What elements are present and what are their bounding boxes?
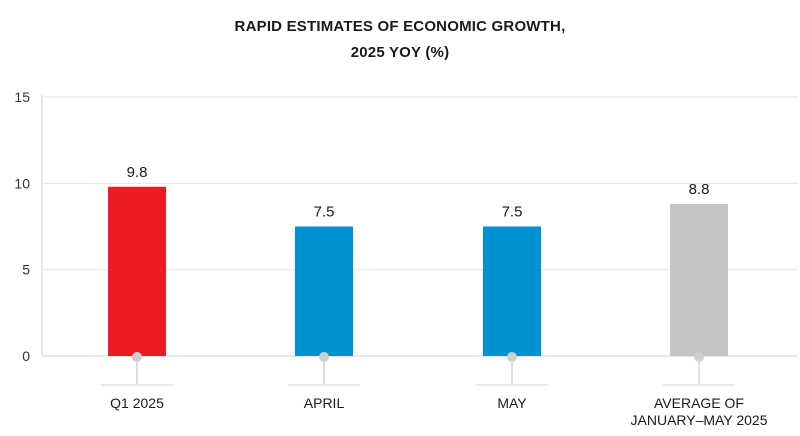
bar [295, 226, 353, 356]
data-label: 9.8 [127, 164, 148, 181]
chart-title: RAPID ESTIMATES OF ECONOMIC GROWTH, 2025… [0, 14, 800, 66]
bar [483, 226, 541, 356]
chart-title-line-1: RAPID ESTIMATES OF ECONOMIC GROWTH, [234, 18, 566, 35]
chart-title-line-2: 2025 YOY (%) [350, 44, 450, 61]
category-marker-dot [319, 352, 329, 362]
x-tick-label: JANUARY–MAY 2025 [631, 412, 768, 428]
x-tick-label: APRIL [304, 395, 345, 411]
data-label: 8.8 [689, 181, 710, 198]
category-marker-dot [694, 352, 704, 362]
data-label: 7.5 [502, 204, 523, 221]
y-tick-label: 5 [22, 262, 30, 278]
x-tick-label: Q1 2025 [110, 395, 164, 411]
x-tick-label: MAY [497, 395, 527, 411]
data-label: 7.5 [314, 204, 335, 221]
y-tick-label: 0 [22, 348, 30, 364]
y-axis: 0 5 10 15 [14, 89, 43, 364]
category-marker-dot [507, 352, 517, 362]
bar [670, 204, 728, 356]
y-tick-label: 15 [14, 89, 30, 105]
bars: 9.8 7.5 7.5 8.8 [108, 164, 728, 356]
x-tick-label: AVERAGE OF [654, 395, 744, 411]
y-tick-label: 10 [14, 175, 30, 191]
category-marker-dot [132, 352, 142, 362]
bar [108, 186, 166, 356]
